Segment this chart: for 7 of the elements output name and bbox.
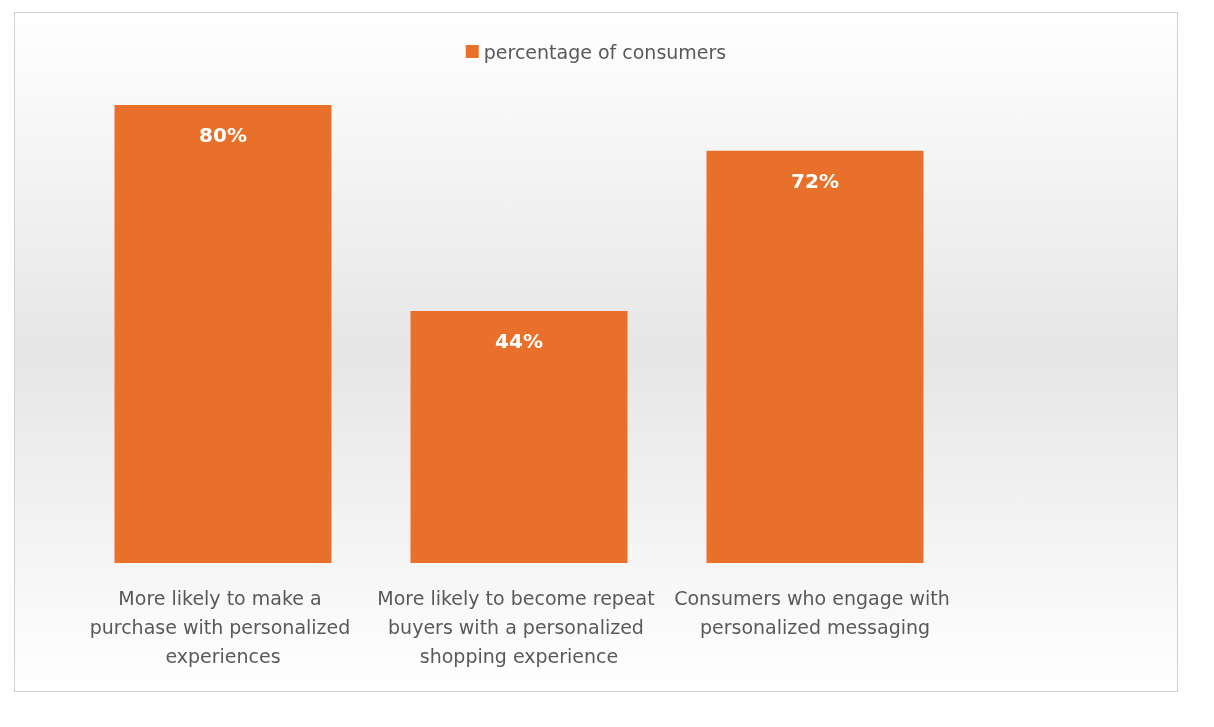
x-tick-label: Consumers who engage with personalized messaging (674, 586, 956, 638)
x-tick-label: More likely to become repeat buyers with a personalized shopping experience (377, 586, 661, 667)
data-label: 44% (495, 329, 543, 354)
x-tick-label: More likely to make a purchase with personalized experiences (89, 586, 357, 667)
legend-label: percentage of consumers (483, 40, 727, 63)
data-label: 72% (791, 168, 839, 193)
data-label: 80% (199, 123, 247, 147)
